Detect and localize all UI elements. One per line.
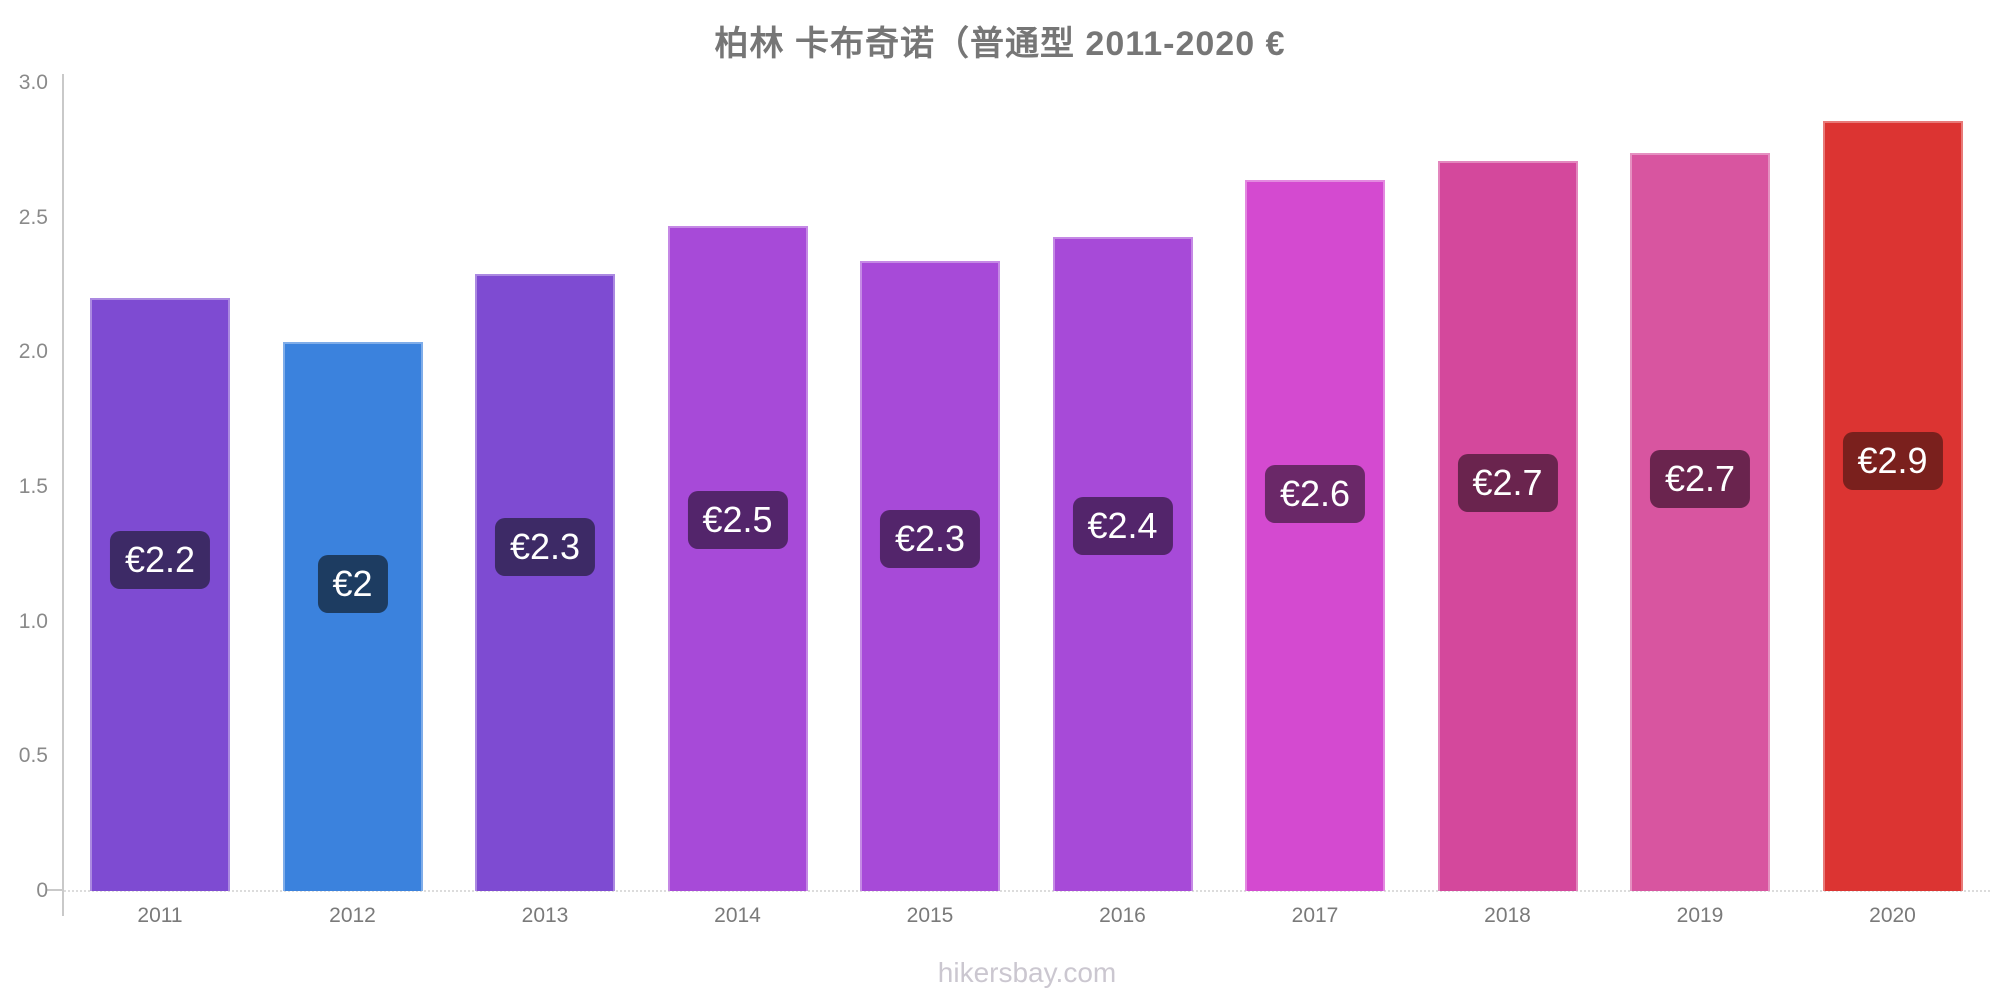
y-tick-label: 2.5 <box>18 205 48 229</box>
bar-2017[interactable]: €2.6 <box>1245 179 1385 891</box>
bar-2018[interactable]: €2.7 <box>1437 161 1578 891</box>
value-badge-2020: €2.9 <box>1842 431 1943 490</box>
value-badge-2018: €2.7 <box>1457 454 1558 513</box>
bar-2012[interactable]: €2 <box>282 341 423 891</box>
x-tick-label-2011: 2011 <box>137 904 183 927</box>
y-axis-line <box>62 74 64 916</box>
x-tick-label-2019: 2019 <box>1676 904 1724 927</box>
value-badge-2013: €2.3 <box>494 517 596 576</box>
watermark: hikersbay.com <box>937 957 1117 988</box>
value-badge-2011: €2.2 <box>109 531 211 590</box>
value-badge-2014: €2.5 <box>687 490 788 549</box>
value-badge-2015: €2.3 <box>879 510 981 569</box>
value-badge-2012: €2 <box>317 555 388 614</box>
chart-title: 柏林 卡布奇诺（普通型 2011-2020 € <box>714 25 1286 63</box>
bar-2020[interactable]: €2.9 <box>1822 120 1963 891</box>
x-tick-label-2013: 2013 <box>521 904 569 927</box>
y-tick-label: 1.0 <box>18 609 48 633</box>
x-tick-label-2018: 2018 <box>1484 904 1531 927</box>
y-tick-label: 2.0 <box>18 340 48 364</box>
value-badge-2019: €2.7 <box>1649 449 1751 508</box>
zero-tick-mark <box>46 889 64 891</box>
x-tick-label-2012: 2012 <box>329 904 376 927</box>
value-badge-2017: €2.6 <box>1264 464 1366 523</box>
x-tick-label-2016: 2016 <box>1099 904 1146 927</box>
x-tick-label-2015: 2015 <box>906 904 954 927</box>
y-tick-label: 1.5 <box>18 475 48 498</box>
y-tick-label: 0 <box>36 879 48 902</box>
x-tick-label-2014: 2014 <box>714 904 761 927</box>
bar-2015[interactable]: €2.3 <box>860 260 1000 891</box>
y-tick-label: 0.5 <box>18 744 48 768</box>
bar-2011[interactable]: €2.2 <box>90 298 230 891</box>
x-axis-baseline <box>64 890 1990 892</box>
y-tick-label: 3.0 <box>18 71 48 94</box>
bar-2019[interactable]: €2.7 <box>1630 153 1770 891</box>
bar-2014[interactable]: €2.5 <box>667 225 808 891</box>
x-tick-label-2017: 2017 <box>1291 904 1339 927</box>
bar-2013[interactable]: €2.3 <box>475 274 615 891</box>
value-badge-2016: €2.4 <box>1072 496 1173 555</box>
x-tick-label-2020: 2020 <box>1869 904 1916 927</box>
bar-2016[interactable]: €2.4 <box>1052 236 1193 891</box>
